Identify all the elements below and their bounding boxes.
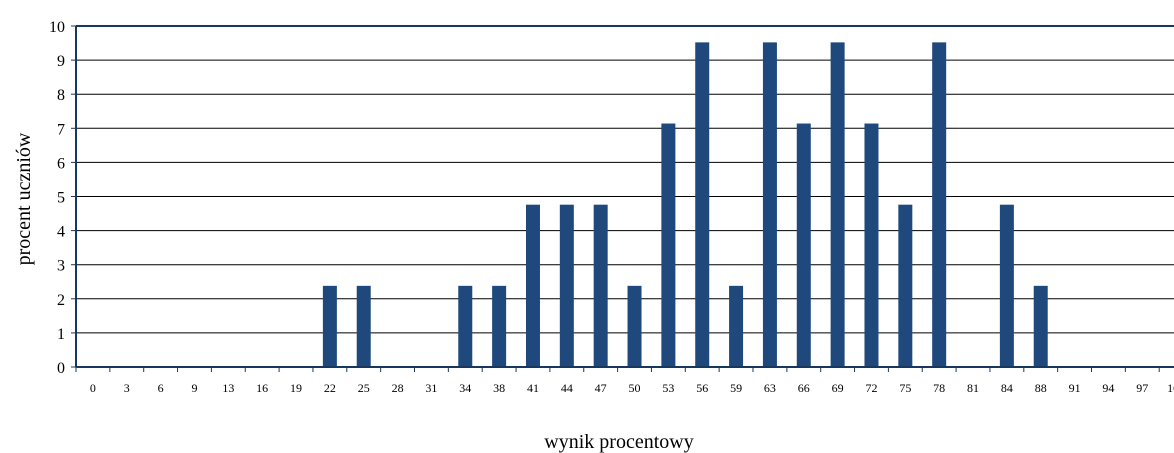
y-tick-labels: 0 1 2 3 4 5 6 7 8 9 10 [49, 19, 65, 377]
x-tick-label: 100 [1167, 381, 1174, 395]
bar-59 [729, 286, 743, 367]
bar-84 [1000, 205, 1014, 367]
y-tick-label: 0 [57, 360, 65, 377]
x-tick-label: 41 [527, 381, 539, 395]
bars [323, 42, 1048, 367]
bar-50 [628, 286, 642, 367]
x-tick-label: 25 [358, 381, 370, 395]
x-tick-label: 3 [124, 381, 130, 395]
y-tick-label: 5 [57, 190, 65, 207]
bar-34 [458, 286, 472, 367]
x-tick-label: 97 [1136, 381, 1148, 395]
x-tick-label: 91 [1069, 381, 1081, 395]
bar-38 [492, 286, 506, 367]
x-tick-label: 75 [899, 381, 911, 395]
y-tick-label: 6 [57, 155, 65, 172]
y-tick-label: 3 [57, 258, 65, 275]
bar-75 [898, 205, 912, 367]
x-tick-label: 78 [933, 381, 945, 395]
y-tick-label: 1 [57, 326, 65, 343]
bar-44 [560, 205, 574, 367]
bar-63 [763, 42, 777, 367]
bar-69 [831, 42, 845, 367]
bar-78 [932, 42, 946, 367]
x-tick-label: 84 [1001, 381, 1013, 395]
x-tick-label: 38 [493, 381, 505, 395]
x-tick-label: 22 [324, 381, 336, 395]
x-tick-label: 69 [832, 381, 844, 395]
x-tick-label: 19 [290, 381, 302, 395]
x-tick-label: 63 [764, 381, 776, 395]
bar-66 [797, 124, 811, 367]
y-tick-label: 10 [49, 19, 65, 36]
x-tick-label: 94 [1102, 381, 1114, 395]
bar-25 [357, 286, 371, 367]
x-tick-label: 81 [967, 381, 979, 395]
x-tick-label: 13 [222, 381, 234, 395]
x-tick-label: 66 [798, 381, 810, 395]
y-tick-label: 7 [57, 121, 65, 138]
x-tick-label: 72 [865, 381, 877, 395]
x-tick-label: 9 [191, 381, 197, 395]
x-tick-label: 47 [595, 381, 607, 395]
x-tick-label: 59 [730, 381, 742, 395]
bar-56 [695, 42, 709, 367]
bar-22 [323, 286, 337, 367]
x-tick-label: 28 [392, 381, 404, 395]
x-tick-label: 6 [158, 381, 164, 395]
x-tick-label: 88 [1035, 381, 1047, 395]
y-tick-label: 9 [57, 53, 65, 70]
y-tick-label: 4 [57, 224, 65, 241]
x-tick-label: 56 [696, 381, 708, 395]
bar-88 [1034, 286, 1048, 367]
bar-47 [594, 205, 608, 367]
x-tick-labels: 0 3 6 9 13 16 19 22 25 28 31 34 38 41 44 47 50 53 56 59 63 66… [90, 381, 1174, 395]
x-tick-label: 53 [662, 381, 674, 395]
y-tick-label: 8 [57, 87, 65, 104]
x-tick-label: 0 [90, 381, 96, 395]
bar-53 [661, 124, 675, 367]
bar-41 [526, 205, 540, 367]
x-axis-title: wynik procentowy [544, 431, 693, 453]
x-tick-label: 31 [425, 381, 437, 395]
y-axis-title: procent uczniów [13, 132, 35, 265]
x-tick-label: 44 [561, 381, 573, 395]
x-tick-label: 16 [256, 381, 268, 395]
bar-72 [864, 124, 878, 367]
y-tick-label: 2 [57, 292, 65, 309]
x-tick-label: 50 [629, 381, 641, 395]
x-tick-label: 34 [459, 381, 471, 395]
